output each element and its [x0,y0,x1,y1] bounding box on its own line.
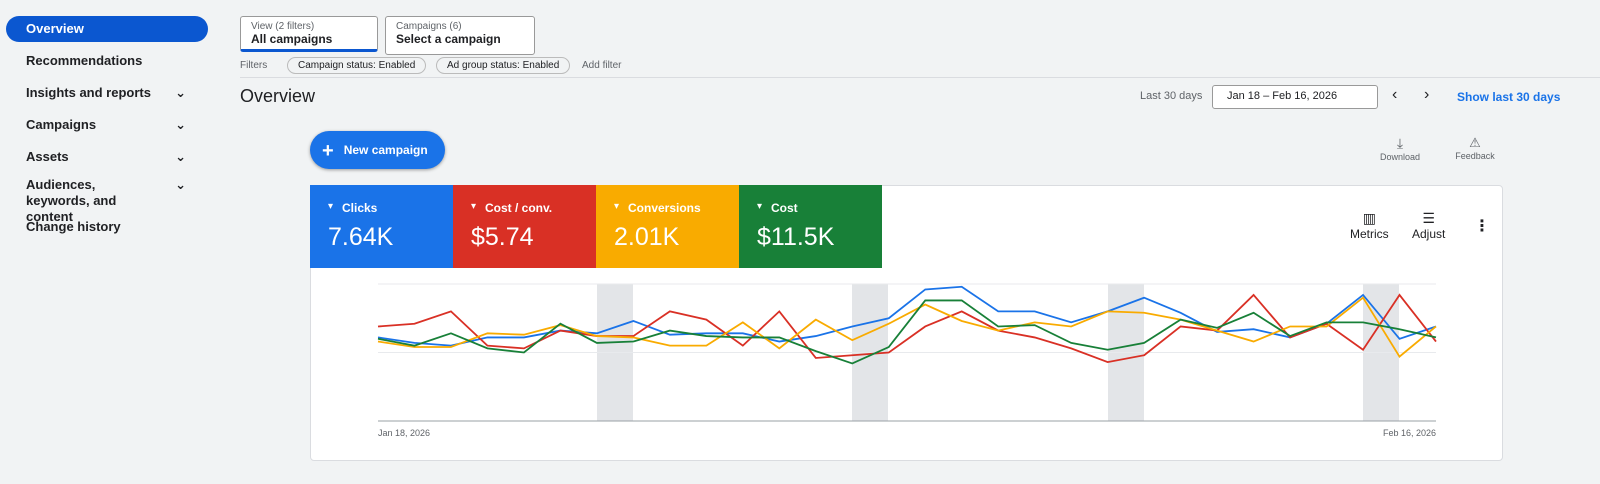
nav-item[interactable]: Campaigns ⌄ [6,117,208,133]
chevron: ⌄ [175,177,186,192]
scorecard-name: ▾ Cost [757,201,798,215]
button-label: Adjust [1412,227,1446,241]
date-picker[interactable]: Jan 18 – Feb 16, 2026 [1212,85,1378,109]
filter-chip[interactable]: Ad group status: Enabled [436,57,571,74]
campaigns-value: Select a campaign [396,32,501,46]
nav-item[interactable]: Assets ⌄ [6,149,208,165]
x-tick-label: Feb 16, 2026 [1383,428,1436,438]
nav-item[interactable]: Insights and reports ⌄ [6,85,208,101]
next-button[interactable]: › [1424,86,1430,103]
nav-label: Audiences, keywords, and content [26,177,117,224]
scorecard-name: ▾ Conversions [614,201,701,215]
scorecard[interactable]: ▾ Clicks 7.64K [310,185,453,268]
date-range: Jan 18 – Feb 16, 2026 [1227,90,1338,102]
more-button[interactable]: ⋮ [1474,218,1490,235]
chevron: ⌄ [175,149,186,164]
nav-item[interactable]: Change history [26,219,121,234]
download-button[interactable]: ⤓ Download [1379,135,1421,162]
button-label: Download [1379,152,1421,162]
show-last-link[interactable]: Show last 30 days [1457,90,1561,104]
adjust-button[interactable]: ☰ Adjust [1412,210,1446,241]
series-line [377,296,1437,358]
scorecard-name: ▾ Cost / conv. [471,201,553,215]
scorecard-name: ▾ Clicks [328,201,378,215]
nav-item[interactable]: Recommendations [26,53,143,68]
nav-item[interactable]: Overview [6,16,208,42]
divider [240,77,1600,78]
prev-button[interactable]: ‹ [1392,86,1398,103]
page-title: Overview [240,86,316,106]
range-label: Last 30 days [1140,90,1203,102]
metrics-button[interactable]: ▥ Metrics [1350,210,1389,241]
scorecard-value: 7.64K [328,223,394,251]
nav-label: Assets [26,149,69,164]
view-label: View (2 filters) [251,21,315,32]
series-line [377,299,1437,365]
scorecard-value: $5.74 [471,223,534,251]
campaigns-label: Campaigns (6) [396,21,462,32]
scorecard-value: 2.01K [614,223,680,251]
series-line [377,293,1437,364]
nav-label: Campaigns [26,117,97,132]
chevron: ⌄ [175,85,186,100]
button-label: Metrics [1350,227,1389,241]
button-label: Feedback [1455,151,1495,161]
view-dropdown[interactable]: View (2 filters) All campaigns [240,16,378,52]
scorecard-value: $11.5K [757,223,835,251]
feedback-button[interactable]: ⚠ Feedback [1455,135,1495,161]
nav-item[interactable]: Audiences, keywords, and content ⌄ [6,177,208,225]
chevron: ⌄ [175,117,186,132]
filter-chip[interactable]: Campaign status: Enabled [287,57,427,74]
series-line [377,285,1437,347]
scorecard[interactable]: ▾ Conversions 2.01K [596,185,739,268]
new-campaign-button[interactable]: + New campaign [310,131,445,169]
add-filter[interactable]: Add filter [582,60,622,71]
filters-label: Filters [240,60,268,71]
x-tick-label: Jan 18, 2026 [378,428,430,438]
scorecard[interactable]: ▾ Cost $11.5K [739,185,882,268]
scorecard[interactable]: ▾ Cost / conv. $5.74 [453,185,596,268]
campaign-dropdown[interactable]: Campaigns (6) Select a campaign [385,16,535,55]
nav-label: Insights and reports [26,85,151,100]
button-label: New campaign [343,143,428,157]
view-value: All campaigns [251,32,333,46]
